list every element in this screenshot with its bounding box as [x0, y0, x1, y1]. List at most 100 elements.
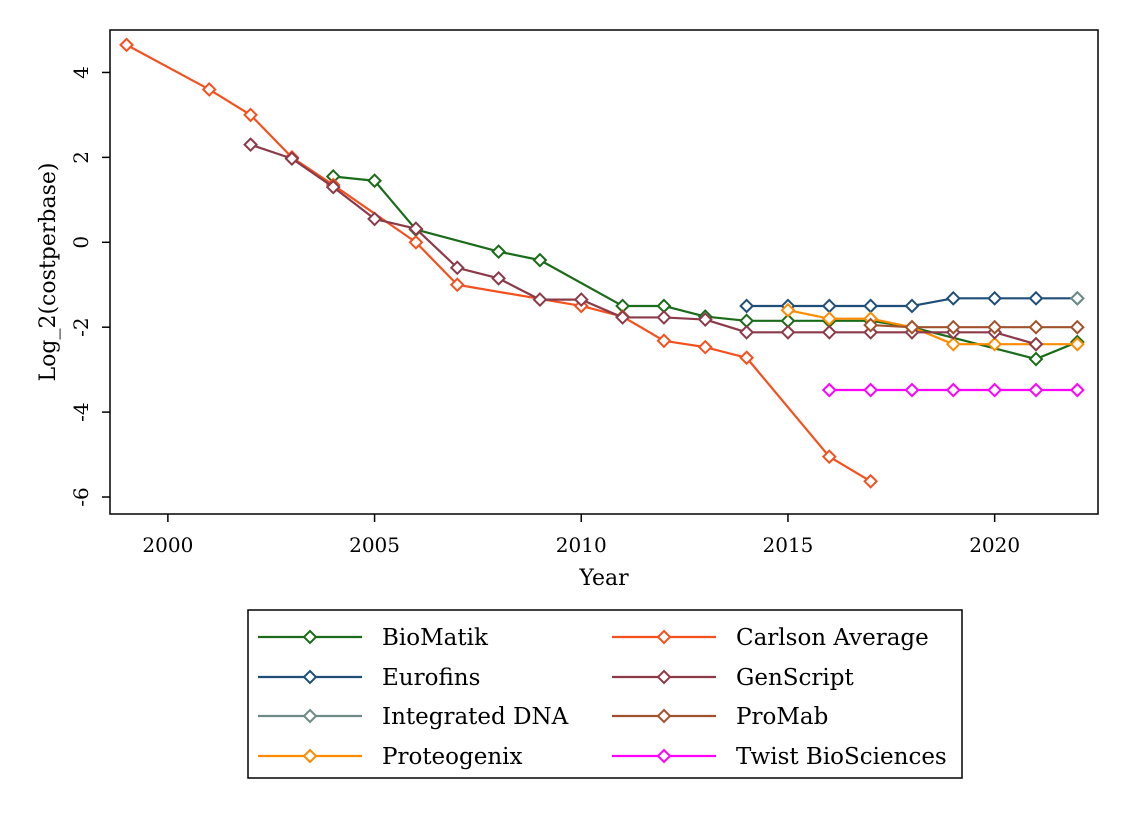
legend-label: Twist BioSciences [736, 744, 947, 770]
data-point-carlson-average [243, 107, 258, 123]
series-twist-biosciences [821, 382, 1085, 398]
data-point-twist-biosciences [1069, 382, 1085, 398]
y-tick-label: -4 [69, 402, 93, 421]
data-point-biomatik [1028, 351, 1044, 367]
x-tick-label: 2005 [349, 533, 400, 557]
data-point-genscript [491, 270, 507, 286]
legend-item-promab: ProMab [612, 704, 828, 730]
data-point-promab [1069, 319, 1085, 335]
data-point-biomatik [532, 252, 548, 268]
series-line-carlson-average [126, 43, 872, 483]
legend-item-carlson-average: Carlson Average [612, 625, 929, 651]
legend-label: ProMab [736, 704, 828, 730]
x-tick-label: 2020 [969, 533, 1020, 557]
data-point-proteogenix [987, 336, 1003, 352]
x-tick-label: 2000 [142, 533, 193, 557]
data-point-eurofins [987, 290, 1003, 306]
legend-swatch-marker [302, 669, 318, 685]
data-point-twist-biosciences [987, 382, 1003, 398]
data-point-proteogenix [1069, 336, 1085, 352]
legend-swatch-marker [302, 708, 318, 724]
data-point-carlson-average [408, 234, 424, 250]
data-point-genscript [449, 260, 465, 276]
x-tick-label: 2010 [556, 533, 607, 557]
y-axis-ticks: -6 -4 -2 0 2 4 [69, 66, 110, 507]
data-point-carlson-average [863, 473, 879, 489]
y-tick-label: -2 [69, 317, 93, 336]
legend-label: Proteogenix [382, 744, 523, 770]
data-point-eurofins [739, 298, 755, 314]
series-layer [119, 37, 1085, 489]
legend-swatch-marker [656, 748, 672, 764]
data-point-proteogenix [780, 302, 796, 318]
x-axis-label: Year [578, 566, 629, 591]
legend-item-genscript: GenScript [612, 665, 855, 691]
plot-area-frame [109, 29, 1099, 515]
y-tick-label: 2 [69, 151, 93, 164]
data-point-genscript [573, 292, 589, 308]
legend-label: Integrated DNA [382, 704, 569, 730]
data-point-carlson-average [449, 277, 465, 293]
y-tick-label: 4 [69, 66, 93, 79]
legend-swatch-marker [302, 748, 318, 764]
legend-swatch-marker [656, 629, 672, 645]
data-point-genscript [367, 211, 382, 227]
data-point-eurofins [904, 298, 920, 314]
data-point-genscript [1028, 336, 1044, 352]
data-point-genscript [656, 310, 672, 325]
data-point-twist-biosciences [945, 382, 961, 398]
legend-swatch-marker [656, 669, 672, 685]
data-point-eurofins [1028, 290, 1044, 306]
data-point-biomatik [491, 244, 507, 260]
data-point-genscript [243, 137, 258, 153]
series-promab [863, 317, 1085, 335]
data-point-promab [1028, 319, 1044, 335]
data-point-genscript [697, 312, 713, 327]
data-point-promab [945, 319, 961, 335]
data-point-biomatik [367, 173, 382, 189]
data-point-genscript [408, 221, 424, 237]
y-tick-label: 0 [69, 236, 93, 249]
data-point-genscript [739, 324, 755, 340]
data-point-proteogenix [945, 336, 961, 352]
legend-label: GenScript [736, 665, 855, 691]
data-point-genscript [284, 151, 300, 167]
data-point-genscript [780, 324, 796, 340]
legend-item-eurofins: Eurofins [258, 665, 480, 691]
legend-label: Eurofins [382, 665, 480, 691]
data-point-carlson-average [697, 339, 713, 355]
data-point-genscript [325, 179, 341, 195]
data-point-eurofins [945, 290, 961, 306]
legend-swatch-marker [302, 629, 318, 645]
data-point-integrated-dna [1069, 290, 1085, 306]
series-carlson-average [119, 37, 879, 489]
legend-frame [247, 609, 963, 779]
data-point-twist-biosciences [821, 382, 837, 398]
data-point-twist-biosciences [904, 382, 920, 398]
legend-item-proteogenix: Proteogenix [258, 744, 523, 770]
y-tick-label: -6 [69, 487, 93, 506]
data-point-promab [904, 319, 920, 335]
y-axis-label: Log_2(costperbase) [36, 163, 61, 382]
series-integrated-dna [1069, 290, 1085, 306]
data-point-genscript [821, 324, 837, 340]
legend-item-twist-biosciences: Twist BioSciences [612, 744, 947, 770]
x-axis-ticks: 2000 2005 2010 2015 2020 [142, 514, 1020, 557]
legend: BioMatik Eurofins Integrated DNA Proteogeni… [247, 609, 963, 779]
data-point-proteogenix [821, 311, 837, 327]
data-point-genscript [615, 310, 631, 325]
x-tick-label: 2015 [763, 533, 814, 557]
data-point-promab [987, 319, 1003, 335]
data-point-carlson-average [201, 82, 217, 97]
legend-label: BioMatik [382, 625, 489, 651]
legend-item-biomatik: BioMatik [258, 625, 489, 651]
legend-label: Carlson Average [736, 625, 929, 651]
data-point-carlson-average [119, 37, 134, 53]
legend-item-integrated-dna: Integrated DNA [258, 704, 569, 730]
data-point-twist-biosciences [1028, 382, 1044, 398]
data-point-twist-biosciences [863, 382, 879, 398]
data-point-carlson-average [821, 449, 837, 465]
data-point-carlson-average [656, 333, 672, 349]
